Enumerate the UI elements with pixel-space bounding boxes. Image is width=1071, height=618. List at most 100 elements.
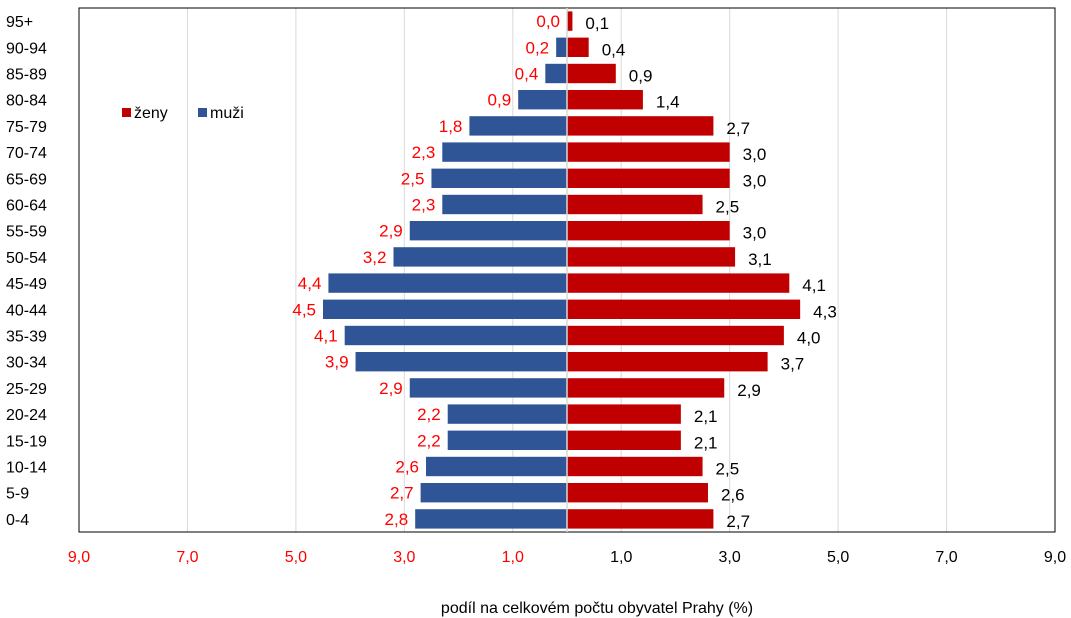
bars xyxy=(323,11,801,529)
bar-muzi-50-54 xyxy=(393,247,567,267)
data-label-zeny-75-79: 2,7 xyxy=(726,119,750,138)
bar-zeny-35-39 xyxy=(567,325,784,346)
data-label-zeny-20-24: 2,1 xyxy=(694,407,718,426)
data-label-zeny-30-34: 3,7 xyxy=(781,355,805,374)
data-label-zeny-65-69: 3,0 xyxy=(743,171,767,190)
data-label-zeny-45-49: 4,1 xyxy=(802,276,826,295)
x-tick-label-4: 1,0 xyxy=(502,549,524,566)
category-label-60-64: 60-64 xyxy=(6,198,47,215)
category-label-55-59: 55-59 xyxy=(6,224,47,241)
bar-muzi-55-59 xyxy=(409,221,567,241)
legend-label-muzi: muži xyxy=(210,105,244,122)
data-label-zeny-40-44: 4,3 xyxy=(813,302,837,321)
data-label-zeny-90-94: 0,4 xyxy=(602,40,626,59)
data-label-muzi-35-39: 4,1 xyxy=(314,327,338,346)
x-tick-label-8: 7,0 xyxy=(935,549,957,566)
x-tick-label-7: 5,0 xyxy=(827,549,849,566)
bar-zeny-40-44 xyxy=(567,299,801,319)
data-label-muzi-70-74: 2,3 xyxy=(412,143,436,162)
data-label-zeny-70-74: 3,0 xyxy=(743,145,767,164)
category-label-35-39: 35-39 xyxy=(6,329,47,346)
category-label-70-74: 70-74 xyxy=(6,145,47,162)
bar-zeny-85-89 xyxy=(567,63,616,84)
bar-zeny-50-54 xyxy=(567,247,736,267)
bar-zeny-30-34 xyxy=(567,352,768,372)
bar-muzi-15-19 xyxy=(447,430,567,450)
data-label-muzi-15-19: 2,2 xyxy=(417,431,441,450)
data-label-muzi-25-29: 2,9 xyxy=(379,379,403,398)
bar-muzi-0-4 xyxy=(415,509,567,529)
data-label-muzi-50-54: 3,2 xyxy=(363,248,387,267)
legend: ženy muži xyxy=(122,105,244,122)
data-label-zeny-85-89: 0,9 xyxy=(629,67,653,86)
category-label-5-9: 5-9 xyxy=(6,486,29,503)
bar-muzi-20-24 xyxy=(447,404,567,424)
bar-muzi-45-49 xyxy=(328,273,567,293)
data-label-zeny-95+: 0,1 xyxy=(585,14,609,33)
x-tick-label-3: 3,0 xyxy=(393,549,415,566)
data-label-muzi-60-64: 2,3 xyxy=(412,196,436,215)
category-label-40-44: 40-44 xyxy=(6,302,47,319)
bar-zeny-0-4 xyxy=(567,509,714,529)
data-label-muzi-5-9: 2,7 xyxy=(390,484,414,503)
bar-muzi-30-34 xyxy=(355,352,567,372)
bar-zeny-45-49 xyxy=(567,273,790,293)
bar-muzi-60-64 xyxy=(442,194,567,215)
bar-zeny-60-64 xyxy=(567,194,703,215)
bar-zeny-25-29 xyxy=(567,378,725,398)
x-tick-labels: 9,0 7,0 5,0 3,0 1,0 1,0 3,0 5,0 7,0 9,0 xyxy=(68,549,1066,566)
data-label-muzi-65-69: 2,5 xyxy=(401,169,425,188)
data-label-muzi-30-34: 3,9 xyxy=(325,353,349,372)
category-label-95+: 95+ xyxy=(6,14,33,31)
legend-label-zeny: ženy xyxy=(134,105,168,122)
bar-zeny-75-79 xyxy=(567,116,714,136)
bar-muzi-35-39 xyxy=(344,325,567,346)
bar-muzi-75-79 xyxy=(469,116,567,136)
bar-zeny-70-74 xyxy=(567,142,730,162)
data-label-muzi-45-49: 4,4 xyxy=(298,274,322,293)
data-label-muzi-40-44: 4,5 xyxy=(292,300,316,319)
bar-zeny-20-24 xyxy=(567,404,681,424)
data-label-muzi-20-24: 2,2 xyxy=(417,405,441,424)
category-label-85-89: 85-89 xyxy=(6,67,47,84)
x-tick-label-1: 7,0 xyxy=(176,549,198,566)
bar-zeny-15-19 xyxy=(567,430,681,450)
legend-swatch-zeny xyxy=(122,108,131,117)
data-label-muzi-10-14: 2,6 xyxy=(395,458,419,477)
bar-muzi-80-84 xyxy=(518,90,567,110)
data-label-muzi-0-4: 2,8 xyxy=(385,510,409,529)
data-label-muzi-80-84: 0,9 xyxy=(488,91,512,110)
category-label-10-14: 10-14 xyxy=(6,460,47,477)
bar-muzi-65-69 xyxy=(431,168,567,188)
category-label-65-69: 65-69 xyxy=(6,171,47,188)
category-label-0-4: 0-4 xyxy=(6,512,29,529)
category-label-25-29: 25-29 xyxy=(6,381,47,398)
category-label-90-94: 90-94 xyxy=(6,40,47,57)
category-label-45-49: 45-49 xyxy=(6,276,47,293)
bar-zeny-90-94 xyxy=(567,37,589,57)
x-tick-label-6: 3,0 xyxy=(719,549,741,566)
data-label-zeny-55-59: 3,0 xyxy=(743,224,767,243)
category-label-20-24: 20-24 xyxy=(6,407,47,424)
x-tick-label-0: 9,0 xyxy=(68,549,90,566)
data-label-zeny-50-54: 3,1 xyxy=(748,250,772,269)
bar-zeny-55-59 xyxy=(567,221,730,241)
data-label-zeny-0-4: 2,7 xyxy=(726,512,750,531)
bar-muzi-85-89 xyxy=(545,63,567,84)
data-label-zeny-25-29: 2,9 xyxy=(737,381,761,400)
x-tick-label-9: 9,0 xyxy=(1044,549,1066,566)
category-label-75-79: 75-79 xyxy=(6,119,47,136)
bar-muzi-25-29 xyxy=(409,378,567,398)
bar-muzi-10-14 xyxy=(426,456,567,477)
bar-muzi-5-9 xyxy=(420,483,567,503)
category-label-50-54: 50-54 xyxy=(6,250,47,267)
data-label-zeny-15-19: 2,1 xyxy=(694,433,718,452)
data-label-muzi-90-94: 0,2 xyxy=(526,38,550,57)
data-label-muzi-85-89: 0,4 xyxy=(515,65,539,84)
bar-muzi-70-74 xyxy=(442,142,567,162)
x-axis-label: podíl na celkovém počtu obyvatel Prahy (… xyxy=(441,600,753,617)
data-label-zeny-60-64: 2,5 xyxy=(716,198,740,217)
bar-muzi-40-44 xyxy=(323,299,567,319)
bar-zeny-5-9 xyxy=(567,483,708,503)
